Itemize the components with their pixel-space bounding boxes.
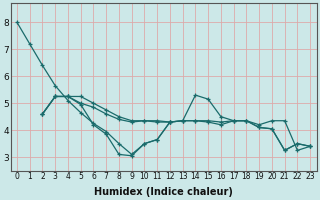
X-axis label: Humidex (Indice chaleur): Humidex (Indice chaleur)	[94, 187, 233, 197]
